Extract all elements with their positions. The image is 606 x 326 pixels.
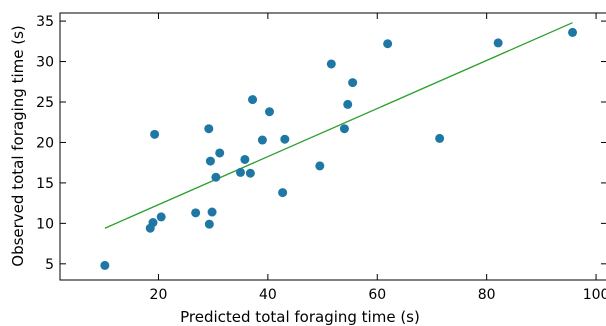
fit-layer (104, 22, 573, 229)
points-layer (100, 27, 578, 270)
data-point (278, 188, 288, 198)
data-point (248, 95, 258, 105)
y-tick-label: 35 (36, 14, 54, 30)
data-point (280, 134, 290, 144)
data-point (240, 154, 250, 164)
data-point (207, 207, 217, 217)
x-tick-label: 80 (478, 287, 496, 303)
data-point (348, 78, 358, 88)
data-point (383, 39, 393, 49)
data-point (148, 218, 158, 228)
data-point (343, 99, 353, 109)
data-point (493, 38, 503, 48)
data-point (265, 107, 275, 117)
data-point (326, 59, 336, 69)
data-point (215, 148, 225, 158)
data-point (191, 208, 201, 218)
y-tick-label: 25 (36, 95, 54, 111)
data-point (211, 172, 221, 182)
data-point (435, 133, 445, 143)
x-tick-label: 20 (150, 287, 168, 303)
fit-line (104, 22, 573, 229)
x-tick-label: 100 (583, 287, 606, 303)
y-tick-label: 20 (36, 135, 54, 151)
x-tick-label: 40 (259, 287, 277, 303)
data-point (150, 129, 160, 139)
data-point (156, 212, 166, 222)
y-tick-label: 10 (36, 216, 54, 232)
y-tick-label: 15 (36, 176, 54, 192)
ticks-layer: 20 40 60 80 100 5 10 15 20 25 30 35 (36, 13, 606, 303)
data-point (245, 168, 255, 178)
y-tick-label: 30 (36, 55, 54, 71)
data-point (339, 124, 349, 134)
plot-frame (59, 12, 606, 281)
x-tick-label: 60 (368, 287, 386, 303)
data-point (100, 260, 110, 270)
data-point (257, 135, 267, 145)
data-point (568, 27, 578, 37)
data-point (315, 161, 325, 171)
data-point (204, 219, 214, 229)
y-tick-label: 5 (45, 257, 54, 273)
data-point (205, 156, 215, 166)
data-point (236, 167, 246, 177)
y-axis-label: Observed total foraging time (s) (9, 25, 27, 266)
x-axis-label: Predicted total foraging time (s) (180, 308, 420, 326)
data-point (204, 124, 214, 134)
